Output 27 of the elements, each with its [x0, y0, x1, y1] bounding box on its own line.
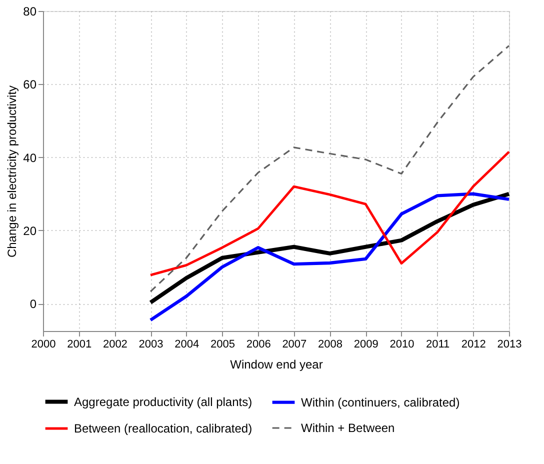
- legend-label: Between (reallocation, calibrated): [74, 422, 252, 436]
- legend-label: Within (continuers, calibrated): [301, 395, 460, 410]
- x-tick-label: 2012: [461, 338, 486, 350]
- x-tick-label: 2009: [354, 338, 378, 350]
- x-tick-label: 2008: [318, 338, 343, 350]
- x-tick-label: 2013: [497, 338, 522, 350]
- x-tick-label: 2006: [246, 338, 271, 350]
- x-tick-label: 2005: [210, 338, 235, 350]
- line-series: [149, 150, 510, 276]
- y-tick-label: 60: [23, 78, 37, 92]
- legend-label: Aggregate productivity (all plants): [74, 394, 252, 409]
- y-tick-label: 20: [23, 224, 37, 238]
- x-tick-label: 2000: [31, 338, 56, 350]
- y-tick-label: 80: [23, 4, 37, 18]
- y-axis-title: Change in electricity productivity: [5, 85, 20, 258]
- x-tick-label: 2001: [67, 338, 92, 350]
- x-tick-label: 2002: [102, 338, 128, 350]
- x-tick-label: 2003: [138, 338, 164, 350]
- x-tick-label: 2007: [282, 338, 307, 350]
- x-tick-label: 2004: [174, 338, 200, 350]
- y-tick-label: 0: [30, 297, 37, 312]
- x-tick-label: 2010: [390, 338, 414, 350]
- line-series: [150, 44, 510, 292]
- y-tick-label: 40: [23, 150, 37, 165]
- x-tick-label: 2011: [426, 338, 450, 350]
- x-axis-title: Window end year: [230, 358, 323, 372]
- legend-label: Within + Between: [301, 421, 395, 435]
